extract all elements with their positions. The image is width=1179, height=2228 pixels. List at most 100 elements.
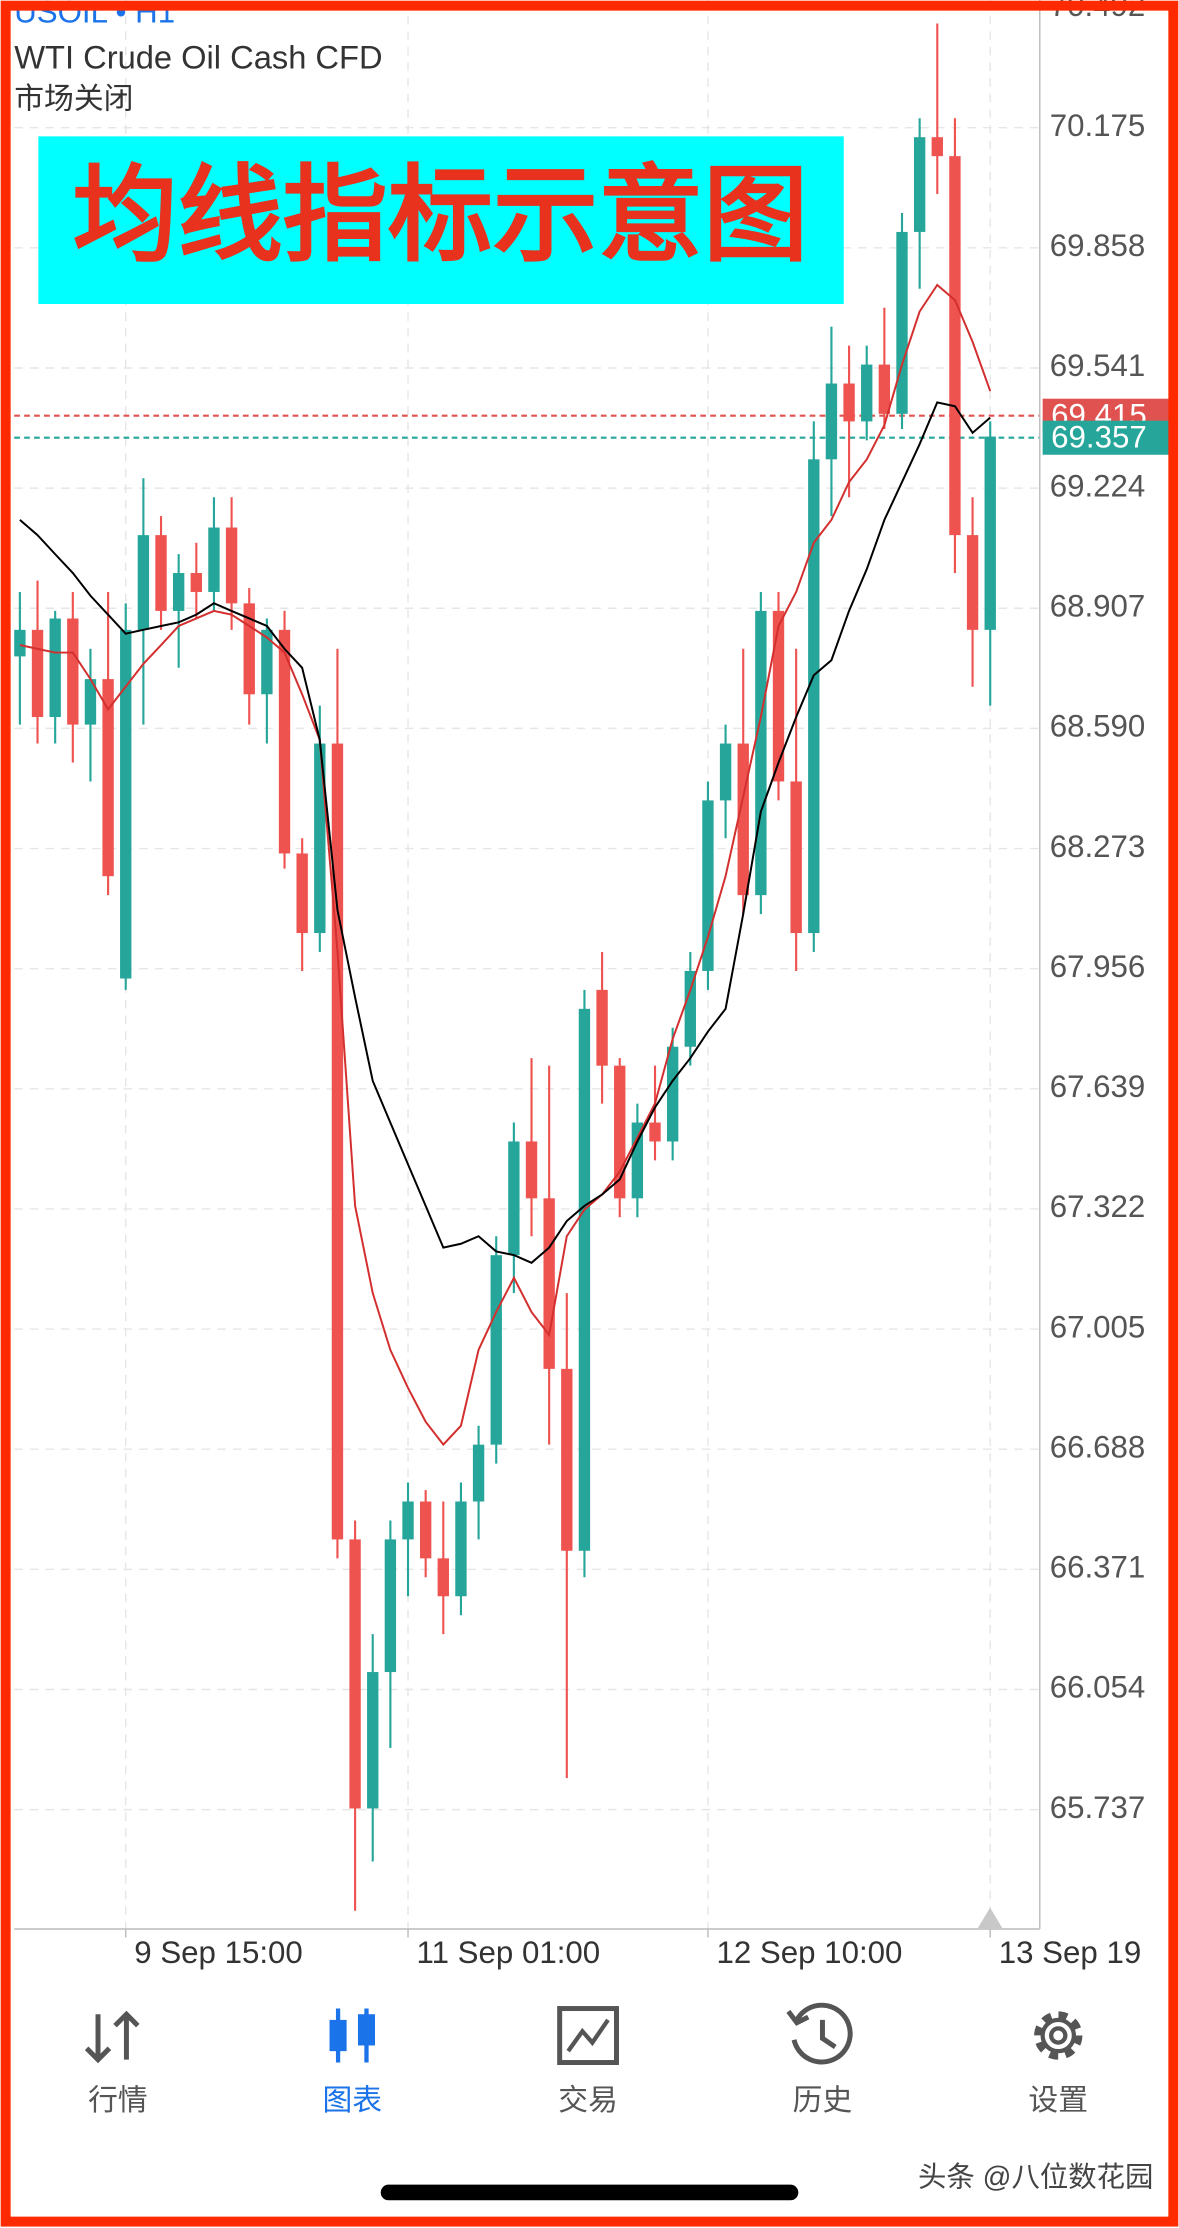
y-tick-label: 67.005: [1050, 1309, 1146, 1344]
tab-item[interactable]: 设置: [1028, 2011, 1088, 2118]
y-tick-label: 69.541: [1050, 348, 1146, 383]
y-tick-label: 68.590: [1050, 709, 1146, 744]
icon: [566, 2018, 610, 2053]
tab-label: 图表: [322, 2084, 382, 2117]
candle-body: [966, 535, 979, 630]
candle-body: [49, 618, 61, 718]
grid: 70.49270.17569.85869.54169.22468.90768.5…: [14, 0, 1145, 1970]
candle-body: [102, 679, 114, 877]
candle-body: [878, 364, 891, 414]
candle-body: [172, 573, 185, 611]
tab-label: 交易: [558, 2084, 618, 2117]
candle-body: [296, 853, 308, 934]
candle-body: [578, 1008, 591, 1551]
y-tick-label: 67.639: [1050, 1069, 1146, 1104]
x-tick-label: 9 Sep 15:00: [134, 1935, 303, 1970]
x-tick-label: 12 Sep 10:00: [716, 1935, 902, 1970]
candle-body: [120, 629, 132, 979]
candle-body: [543, 1198, 555, 1369]
icon: [1034, 2011, 1083, 2060]
price-tag-label: 69.357: [1051, 419, 1147, 454]
y-tick-label: 69.858: [1050, 228, 1146, 263]
candle-body: [755, 610, 767, 896]
candle-body: [490, 1255, 502, 1445]
candle-body: [843, 383, 855, 422]
candle-body: [508, 1141, 520, 1256]
candle-body: [472, 1444, 485, 1502]
tab-label: 行情: [88, 2084, 148, 2117]
candle-body: [155, 535, 167, 611]
tab-bar: 行情 图表 交易 历史 设置: [84, 2002, 1088, 2118]
moving-average: [19, 283, 992, 1447]
tab-label: 设置: [1028, 2084, 1088, 2117]
candle-body: [31, 629, 44, 718]
candle-body: [808, 459, 820, 934]
candle-body: [525, 1141, 538, 1199]
y-tick-label: 65.737: [1050, 1790, 1146, 1825]
banner-text: 均线指标示意图: [72, 153, 808, 277]
candle-body: [314, 743, 326, 934]
candle-body: [455, 1501, 467, 1597]
y-tick-label: 66.054: [1050, 1670, 1146, 1705]
candle-body: [261, 629, 273, 695]
tab-item[interactable]: 图表: [322, 2008, 382, 2118]
candle-body: [84, 679, 97, 725]
candle-body: [190, 573, 202, 592]
candle-body: [561, 1368, 573, 1551]
candle-body: [596, 989, 608, 1066]
candle-body: [719, 743, 732, 801]
candle-body: [896, 231, 908, 414]
candle-body: [384, 1539, 397, 1673]
candle-body: [984, 436, 996, 630]
candle-body: [861, 364, 873, 422]
market-status: 市场关闭: [14, 83, 133, 116]
candle-body: [331, 743, 344, 1540]
y-tick-label: 66.688: [1050, 1429, 1146, 1464]
candle-body: [278, 629, 291, 854]
candle-body: [931, 137, 943, 157]
candle-body: [419, 1501, 432, 1559]
y-tick-label: 70.175: [1050, 108, 1146, 143]
candle-body: [790, 781, 802, 934]
candle-body: [772, 610, 785, 782]
tab-label: 历史: [793, 2084, 853, 2117]
candle-body: [349, 1539, 361, 1809]
y-tick-label: 66.371: [1050, 1550, 1146, 1585]
candle-body: [913, 137, 926, 232]
y-tick-label: 68.273: [1050, 829, 1146, 864]
candle-body: [437, 1558, 449, 1597]
banner: [38, 136, 844, 304]
candle-body: [14, 629, 26, 657]
instrument-name: WTI Crude Oil Cash CFD: [14, 38, 382, 75]
tab-item[interactable]: 行情: [84, 2010, 148, 2117]
moving-average: [19, 401, 991, 1264]
candle-body: [208, 527, 220, 592]
home-indicator: [380, 2184, 799, 2201]
candle-body: [684, 970, 696, 1047]
candle-body: [225, 527, 238, 604]
candle-body: [702, 800, 714, 971]
icon: [329, 2019, 347, 2052]
candle-body: [631, 1122, 644, 1199]
candle-body: [825, 383, 838, 460]
tab-item[interactable]: 交易: [557, 2006, 619, 2118]
icon: [557, 2006, 619, 2066]
icon: [357, 2014, 376, 2046]
shift-marker: [977, 1907, 1003, 1929]
candle-body: [614, 1065, 626, 1199]
tab-item[interactable]: 历史: [786, 2002, 853, 2117]
candle-body: [243, 603, 255, 695]
icon: [1049, 2026, 1068, 2045]
candle-body: [67, 618, 79, 725]
icon: [1040, 2017, 1077, 2054]
y-tick-label: 67.322: [1050, 1189, 1146, 1224]
icon: [84, 2010, 140, 2064]
x-tick-label: 13 Sep 19: [999, 1935, 1142, 1970]
x-tick-label: 11 Sep 01:00: [417, 1935, 601, 1970]
price-tag: [1042, 420, 1174, 455]
y-tick-label: 69.224: [1050, 468, 1146, 503]
